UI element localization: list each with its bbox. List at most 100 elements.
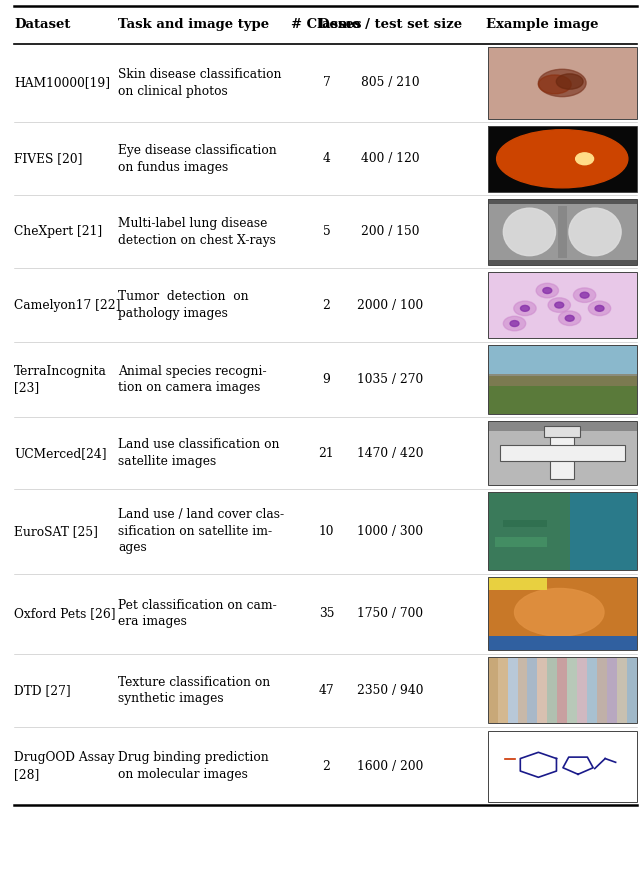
Ellipse shape — [559, 311, 581, 326]
Text: Texture classification on
synthetic images: Texture classification on synthetic imag… — [118, 675, 271, 706]
Text: 1000 / 300: 1000 / 300 — [357, 524, 424, 538]
Bar — [498, 657, 508, 723]
Bar — [488, 577, 637, 650]
Text: 2: 2 — [323, 299, 330, 311]
Text: FIVES [20]: FIVES [20] — [14, 153, 83, 165]
Bar — [488, 47, 637, 119]
Bar — [577, 657, 587, 723]
Ellipse shape — [503, 317, 525, 331]
Text: 21: 21 — [319, 447, 334, 459]
Bar — [488, 376, 637, 414]
Ellipse shape — [548, 298, 570, 312]
Bar — [587, 657, 597, 723]
Text: 1470 / 420: 1470 / 420 — [357, 447, 424, 459]
Ellipse shape — [515, 589, 604, 636]
Text: 2000 / 100: 2000 / 100 — [357, 299, 424, 311]
Ellipse shape — [536, 284, 559, 298]
Text: DrugOOD Assay
[28]: DrugOOD Assay [28] — [14, 751, 115, 781]
Text: CheXpert [21]: CheXpert [21] — [14, 226, 102, 238]
Ellipse shape — [580, 293, 589, 298]
Bar — [570, 492, 637, 570]
Bar — [488, 636, 637, 650]
Ellipse shape — [543, 287, 552, 293]
Text: Drug binding prediction
on molecular images: Drug binding prediction on molecular ima… — [118, 751, 269, 781]
Text: 1600 / 200: 1600 / 200 — [357, 760, 424, 772]
Bar — [567, 657, 577, 723]
Text: 400 / 120: 400 / 120 — [361, 153, 420, 165]
Bar — [488, 421, 637, 485]
Text: 2: 2 — [323, 760, 330, 772]
Bar — [488, 272, 637, 338]
Text: Tumor  detection  on
pathology images: Tumor detection on pathology images — [118, 290, 249, 320]
Ellipse shape — [569, 208, 621, 256]
Bar — [488, 126, 637, 192]
Ellipse shape — [575, 153, 593, 165]
Bar — [502, 519, 547, 527]
Bar — [518, 657, 527, 723]
Bar — [488, 731, 637, 802]
Text: TerraIncognita
[23]: TerraIncognita [23] — [14, 365, 107, 394]
Text: Camelyon17 [22]: Camelyon17 [22] — [14, 299, 120, 311]
Bar — [627, 657, 637, 723]
Bar — [607, 657, 617, 723]
Text: 5: 5 — [323, 226, 330, 238]
Ellipse shape — [520, 305, 529, 311]
Text: Land use classification on
satellite images: Land use classification on satellite ima… — [118, 438, 280, 468]
Ellipse shape — [514, 301, 536, 316]
Text: 10: 10 — [319, 524, 334, 538]
Bar — [488, 47, 637, 119]
Text: 47: 47 — [319, 684, 334, 697]
Bar — [527, 657, 538, 723]
Text: 1750 / 700: 1750 / 700 — [357, 607, 424, 620]
Bar — [488, 421, 637, 431]
Bar — [488, 199, 637, 265]
Ellipse shape — [588, 301, 611, 316]
Ellipse shape — [565, 315, 574, 321]
Bar — [488, 374, 637, 386]
Text: EuroSAT [25]: EuroSAT [25] — [14, 524, 98, 538]
Bar — [488, 272, 637, 338]
Bar — [488, 345, 637, 376]
Bar — [488, 492, 570, 570]
Text: Eye disease classification
on fundus images: Eye disease classification on fundus ima… — [118, 144, 277, 174]
Bar — [495, 537, 547, 547]
Text: Land use / land cover clas-
sification on satellite im-
ages: Land use / land cover clas- sification o… — [118, 508, 285, 554]
Bar — [488, 345, 637, 414]
Bar — [488, 731, 637, 802]
Bar — [597, 657, 607, 723]
Text: 4: 4 — [323, 153, 330, 165]
Bar — [538, 657, 547, 723]
Text: Multi-label lung disease
detection on chest X-rays: Multi-label lung disease detection on ch… — [118, 217, 276, 247]
Text: UCMerced[24]: UCMerced[24] — [14, 447, 107, 459]
Text: 7: 7 — [323, 77, 330, 89]
Bar — [488, 492, 637, 570]
Text: 805 / 210: 805 / 210 — [361, 77, 420, 89]
Ellipse shape — [510, 320, 519, 326]
Bar — [545, 425, 580, 437]
Ellipse shape — [538, 75, 571, 94]
Bar — [488, 260, 637, 265]
Text: Demo / test set size: Demo / test set size — [318, 19, 463, 31]
Bar — [488, 657, 637, 723]
Ellipse shape — [497, 129, 628, 188]
Text: # Classes: # Classes — [291, 19, 362, 31]
Text: Animal species recogni-
tion on camera images: Animal species recogni- tion on camera i… — [118, 365, 267, 394]
Ellipse shape — [538, 70, 586, 96]
Bar — [550, 427, 574, 479]
Ellipse shape — [556, 74, 583, 89]
Bar — [558, 205, 566, 259]
Ellipse shape — [503, 208, 556, 256]
Text: Task and image type: Task and image type — [118, 19, 269, 31]
Bar — [488, 577, 547, 591]
Bar — [488, 421, 637, 485]
Bar — [488, 199, 637, 265]
Text: Example image: Example image — [486, 19, 599, 31]
Bar — [488, 199, 637, 204]
Text: Oxford Pets [26]: Oxford Pets [26] — [14, 607, 116, 620]
Ellipse shape — [595, 305, 604, 311]
Bar — [547, 657, 557, 723]
Bar — [488, 577, 637, 650]
Bar — [500, 445, 625, 461]
Bar — [488, 126, 637, 192]
Text: HAM10000[19]: HAM10000[19] — [14, 77, 110, 89]
